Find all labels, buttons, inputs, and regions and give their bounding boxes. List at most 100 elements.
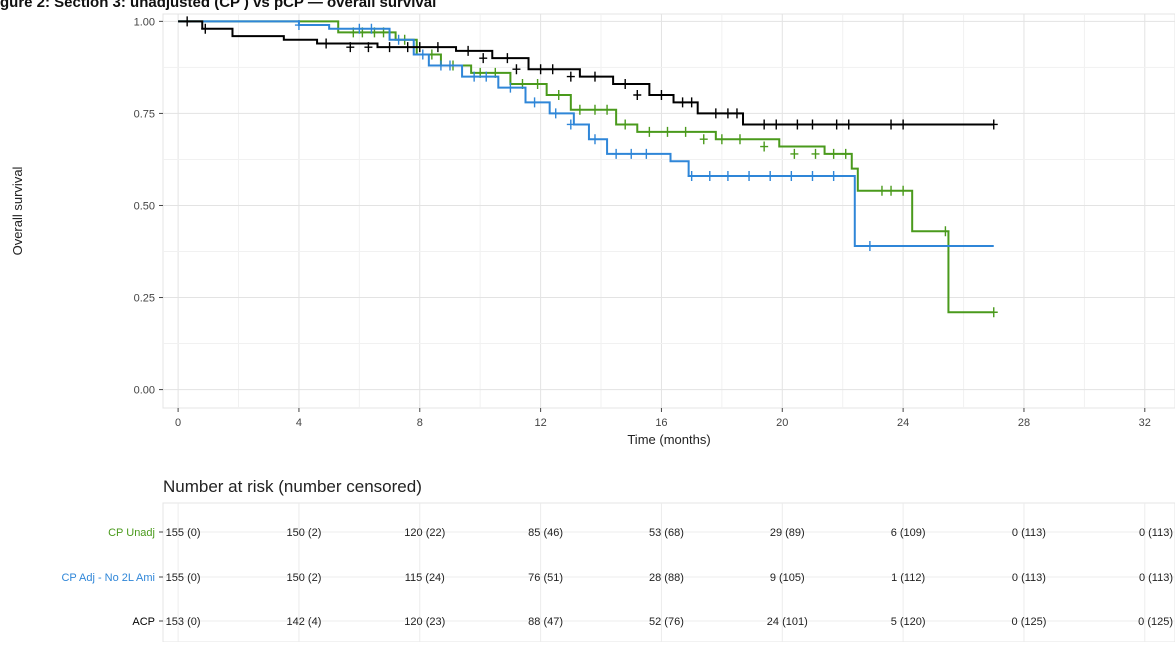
risk-cell: 9 (105) bbox=[770, 572, 805, 584]
censor-mark-acp bbox=[346, 42, 355, 53]
censor-mark-acp bbox=[403, 42, 412, 53]
risk-cell: 24 (101) bbox=[767, 616, 808, 628]
censor-mark-acp bbox=[201, 23, 210, 34]
censor-mark-cp_unadj bbox=[790, 148, 799, 159]
x-tick-label: 32 bbox=[1139, 417, 1151, 429]
risk-cell: 155 (0) bbox=[166, 527, 201, 539]
risk-cell: 6 (109) bbox=[891, 527, 926, 539]
y-tick-label: 1.00 bbox=[134, 16, 155, 28]
censor-mark-cp_unadj bbox=[575, 104, 584, 115]
censor-mark-acp bbox=[723, 108, 732, 119]
censor-mark-cp_unadj bbox=[681, 126, 690, 137]
censor-mark-acp bbox=[832, 119, 841, 130]
risk-cell: 1 (112) bbox=[891, 572, 925, 584]
risk-cell: 28 (88) bbox=[649, 572, 684, 584]
censor-mark-cp_adj bbox=[445, 60, 454, 71]
x-tick-label: 24 bbox=[897, 417, 909, 429]
risk-row-label: CP Adj - No 2L Ami bbox=[61, 572, 155, 584]
censor-mark-cp_adj bbox=[642, 148, 651, 159]
censor-mark-cp_unadj bbox=[735, 134, 744, 145]
censor-mark-cp_adj bbox=[482, 71, 491, 82]
censor-mark-acp bbox=[621, 78, 630, 89]
censor-mark-acp bbox=[772, 119, 781, 130]
censor-mark-acp bbox=[678, 97, 687, 108]
censor-mark-acp bbox=[633, 90, 642, 101]
censor-mark-acp bbox=[687, 97, 696, 108]
censor-mark-cp_adj bbox=[687, 171, 696, 182]
censor-mark-cp_adj bbox=[394, 34, 403, 45]
risk-cell: 29 (89) bbox=[770, 527, 805, 539]
censor-mark-acp bbox=[479, 53, 488, 64]
censor-mark-cp_unadj bbox=[663, 126, 672, 137]
censor-mark-cp_adj bbox=[723, 171, 732, 182]
censor-mark-acp bbox=[732, 108, 741, 119]
risk-row-label: ACP bbox=[132, 616, 155, 628]
censor-mark-acp bbox=[793, 119, 802, 130]
risk-cell: 0 (125) bbox=[1012, 616, 1047, 628]
censor-mark-cp_adj bbox=[612, 148, 621, 159]
censor-mark-cp_unadj bbox=[829, 148, 838, 159]
censor-mark-cp_adj bbox=[627, 148, 636, 159]
censor-mark-acp bbox=[808, 119, 817, 130]
risk-cell: 150 (2) bbox=[287, 572, 322, 584]
risk-cell: 120 (23) bbox=[404, 616, 445, 628]
censor-mark-cp_unadj bbox=[841, 148, 850, 159]
censor-mark-cp_adj bbox=[470, 71, 479, 82]
y-tick-label: 0.50 bbox=[134, 200, 155, 212]
censor-mark-cp_adj bbox=[705, 171, 714, 182]
x-tick-label: 20 bbox=[776, 417, 788, 429]
censor-mark-cp_adj bbox=[745, 171, 754, 182]
censor-mark-cp_adj bbox=[787, 171, 796, 182]
risk-cell: 76 (51) bbox=[528, 572, 563, 584]
censor-mark-cp_unadj bbox=[533, 78, 542, 89]
censor-mark-acp bbox=[183, 16, 192, 27]
censor-mark-cp_unadj bbox=[645, 126, 654, 137]
risk-cell: 0 (113) bbox=[1012, 572, 1046, 584]
risk-cell: 85 (46) bbox=[528, 527, 563, 539]
censor-mark-cp_adj bbox=[551, 108, 560, 119]
y-tick-label: 0.00 bbox=[134, 385, 155, 397]
censor-mark-cp_unadj bbox=[899, 185, 908, 196]
risk-table-panel bbox=[162, 502, 1175, 643]
x-tick-label: 8 bbox=[417, 417, 423, 429]
censor-mark-cp_adj bbox=[294, 20, 303, 31]
censor-mark-cp_adj bbox=[436, 60, 445, 71]
y-axis-title: Overall survival bbox=[10, 166, 25, 255]
censor-mark-cp_adj bbox=[566, 119, 575, 130]
risk-cell: 0 (125) bbox=[1138, 616, 1173, 628]
x-axis-title: Time (months) bbox=[627, 432, 710, 447]
censor-mark-acp bbox=[566, 71, 575, 82]
risk-cell: 155 (0) bbox=[166, 572, 201, 584]
censor-mark-cp_unadj bbox=[717, 134, 726, 145]
censor-mark-acp bbox=[899, 119, 908, 130]
censor-mark-cp_adj bbox=[829, 171, 838, 182]
risk-cell: 0 (113) bbox=[1012, 527, 1046, 539]
censor-mark-cp_unadj bbox=[699, 134, 708, 145]
risk-cell: 52 (76) bbox=[649, 616, 684, 628]
censor-mark-cp_unadj bbox=[603, 104, 612, 115]
risk-cell: 53 (68) bbox=[649, 527, 684, 539]
x-tick-label: 4 bbox=[296, 417, 302, 429]
censor-mark-acp bbox=[887, 119, 896, 130]
censor-mark-cp_unadj bbox=[554, 90, 563, 101]
km-curve-cp_unadj bbox=[178, 20, 994, 314]
censor-mark-acp bbox=[464, 45, 473, 56]
x-tick-label: 16 bbox=[655, 417, 667, 429]
risk-cell: 0 (113) bbox=[1139, 527, 1173, 539]
censor-mark-cp_adj bbox=[865, 240, 874, 251]
censor-mark-cp_unadj bbox=[621, 119, 630, 130]
x-tick-label: 12 bbox=[534, 417, 546, 429]
censor-mark-cp_adj bbox=[355, 23, 364, 34]
censor-mark-acp bbox=[433, 42, 442, 53]
censor-mark-cp_unadj bbox=[811, 148, 820, 159]
censor-mark-cp_unadj bbox=[989, 307, 998, 318]
risk-table-title: Number at risk (number censored) bbox=[163, 477, 422, 496]
censor-mark-cp_unadj bbox=[887, 185, 896, 196]
censor-mark-acp bbox=[989, 119, 998, 130]
y-tick-label: 0.75 bbox=[134, 108, 155, 120]
censor-mark-cp_adj bbox=[506, 82, 515, 93]
censor-mark-acp bbox=[512, 64, 521, 75]
plot-panel bbox=[162, 13, 1175, 409]
censor-mark-cp_adj bbox=[766, 171, 775, 182]
